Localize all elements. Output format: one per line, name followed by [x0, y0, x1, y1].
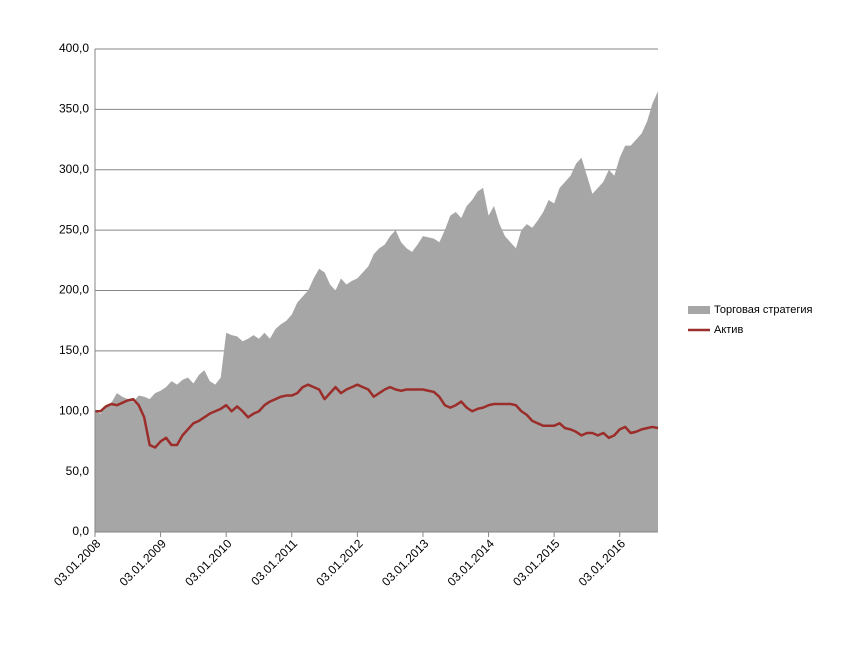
y-tick-label: 300,0 [59, 162, 89, 176]
y-tick-label: 350,0 [59, 102, 89, 116]
x-tick-label: 03.01.2015 [510, 536, 563, 589]
y-tick-label: 400,0 [59, 41, 89, 55]
area [95, 91, 658, 532]
x-tick-label: 03.01.2011 [248, 536, 300, 588]
x-tick-label: 03.01.2010 [182, 536, 235, 589]
legend-label: Торговая стратегия [714, 304, 813, 316]
y-tick-label: 150,0 [59, 343, 89, 357]
x-tick-label: 03.01.2012 [313, 536, 366, 589]
x-tick-label: 03.01.2013 [379, 536, 432, 589]
legend-swatch [688, 306, 710, 314]
y-tick-label: 50,0 [66, 464, 90, 478]
x-tick-label: 03.01.2016 [576, 536, 629, 589]
x-tick-label: 03.01.2009 [117, 536, 170, 589]
y-tick-label: 100,0 [59, 403, 89, 417]
x-tick-label: 03.01.2008 [51, 536, 104, 589]
y-tick-label: 250,0 [59, 222, 89, 236]
line [95, 383, 659, 449]
legend-label: Актив [714, 324, 743, 336]
y-tick-label: 0,0 [72, 524, 89, 538]
x-tick-label: 03.01.2014 [445, 536, 498, 589]
y-tick-label: 200,0 [59, 283, 89, 297]
